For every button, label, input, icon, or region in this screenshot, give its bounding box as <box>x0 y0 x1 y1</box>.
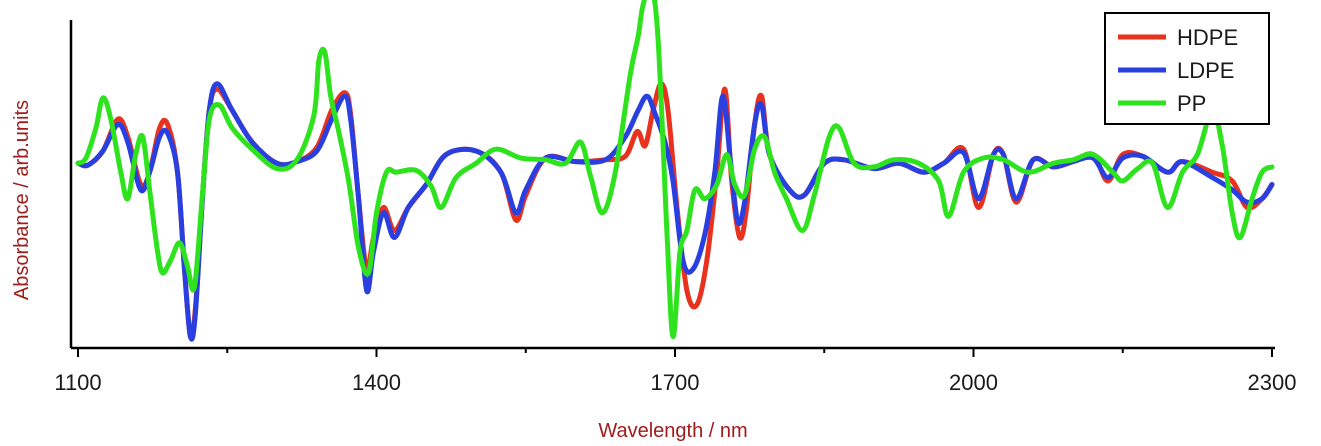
series-line-pp <box>75 0 1275 340</box>
y-axis-title: Absorbance / arb.units <box>11 100 33 300</box>
x-tick-label-2300: 2300 <box>1248 370 1297 395</box>
x-tick-label-1100: 1100 <box>54 370 101 395</box>
x-tick-label-1400: 1400 <box>352 370 401 395</box>
x-tick-label-2000: 2000 <box>949 370 998 395</box>
x-axis-title: Wavelength / nm <box>598 420 747 442</box>
legend-label-pp: PP <box>1177 91 1206 116</box>
x-ticks: 1100 1400 1700 2000 2300 <box>54 348 1296 395</box>
x-tick-label-1700: 1700 <box>651 370 700 395</box>
legend-label-hdpe: HDPE <box>1177 25 1238 50</box>
legend-label-ldpe: LDPE <box>1177 58 1234 83</box>
legend: HDPE LDPE PP <box>1104 12 1270 125</box>
plot-lines <box>75 0 1275 342</box>
